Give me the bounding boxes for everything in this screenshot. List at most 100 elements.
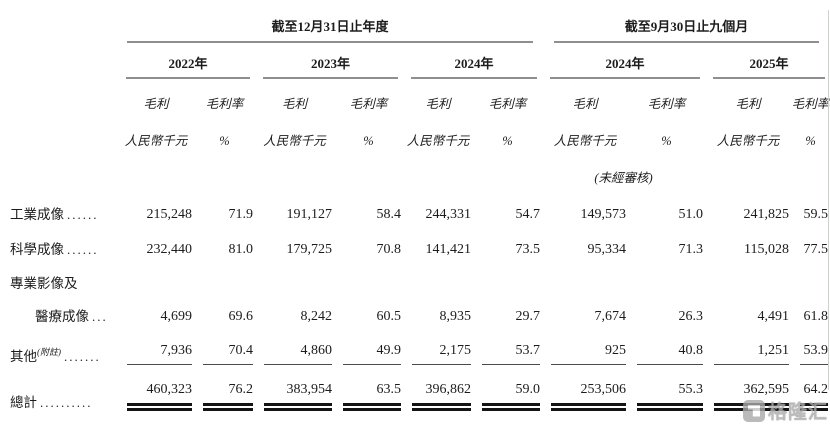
year-header-9m2024: 2024年	[542, 43, 705, 79]
cell-gross-margin: 76.2	[194, 365, 255, 411]
gelonghui-watermark: 格隆汇	[742, 397, 828, 424]
year-header-row: 2022年 2023年 2024年 2024年 2025年	[0, 43, 830, 79]
unit-percent: %	[502, 134, 513, 148]
cell-gross-profit: 179,725	[286, 242, 333, 257]
cell-gross-margin: 61.8	[803, 309, 829, 324]
cell-gross-margin: 81.0	[228, 242, 254, 257]
unit-rmb-thousand: 人民幣千元	[263, 134, 326, 148]
row-label: 醫療成像...	[35, 309, 108, 324]
gross-profit-header: 毛利	[425, 97, 451, 111]
period-group-nine-months: 截至9月30日止九個月	[542, 10, 830, 43]
row-label: 其他(附註).......	[10, 347, 101, 365]
period-group-nine-months-title: 截至9月30日止九個月	[554, 16, 820, 43]
unaudited-note-row: (未經審核)	[0, 152, 830, 189]
cell-gross-margin: 26.3	[678, 309, 704, 324]
cell-gross-margin: 29.7	[515, 309, 541, 324]
cell-gross-margin: 69.6	[228, 309, 254, 324]
dot-leader: ......	[67, 242, 99, 257]
cell-gross-margin: 58.4	[376, 207, 402, 222]
period-group-annual: 截至12月31日止年度	[118, 10, 542, 43]
watermark-text: 格隆汇	[767, 402, 828, 423]
unit-rmb-thousand: 人民幣千元	[553, 134, 617, 148]
gross-margin-header: 毛利率	[647, 97, 686, 111]
row-label: 工業成像......	[10, 207, 99, 222]
spacer-cell	[705, 152, 830, 189]
cell-gross-profit: 149,573	[580, 207, 627, 222]
table-row-scientific-imaging: 科學成像...... 232,440 81.0 179,725 70.8 141…	[0, 223, 830, 258]
cell-gross-margin: 71.9	[228, 207, 254, 222]
gross-margin-header: 毛利率	[349, 97, 388, 111]
cell-gross-margin: 73.5	[515, 242, 541, 257]
cell-gross-profit: 191,127	[286, 207, 333, 222]
spacer-cell	[0, 152, 542, 189]
spacer-cell	[0, 10, 118, 43]
dot-leader: ...	[92, 309, 108, 324]
cell-gross-profit: 244,331	[425, 207, 472, 222]
unit-rmb-thousand: 人民幣千元	[406, 134, 470, 148]
cell-gross-profit: 8,242	[300, 309, 333, 324]
cell-gross-profit: 232,440	[146, 242, 193, 257]
cell-gross-profit: 95,334	[587, 242, 627, 257]
cell-gross-profit: 4,860	[255, 325, 334, 365]
gelonghui-logo-icon	[742, 399, 765, 422]
period-group-header-row: 截至12月31日止年度 截至9月30日止九個月	[0, 10, 830, 43]
cell-gross-margin: 77.5	[803, 242, 829, 257]
cell-gross-profit: 8,935	[439, 309, 472, 324]
table-row-industrial-imaging: 工業成像...... 215,248 71.9 191,127 58.4 244…	[0, 189, 830, 223]
row-label: 科學成像......	[10, 242, 99, 257]
cell-gross-margin: 40.8	[628, 325, 705, 365]
cell-gross-margin: 53.9	[791, 325, 830, 365]
cell-gross-profit: 396,862	[403, 365, 473, 411]
cell-gross-profit: 4,699	[160, 309, 193, 324]
table-row-professional-imaging: 專業影像及	[0, 258, 830, 292]
period-group-annual-title: 截至12月31日止年度	[127, 16, 534, 43]
cell-gross-profit: 383,954	[255, 365, 334, 411]
gross-profit-header: 毛利	[143, 97, 169, 111]
year-header-9m2025: 2025年	[705, 43, 830, 79]
cell-gross-margin: 71.3	[678, 242, 704, 257]
cell-gross-profit: 215,248	[146, 207, 193, 222]
year-header-2022: 2022年	[118, 43, 255, 79]
gross-profit-header: 毛利	[281, 97, 307, 111]
cell-gross-profit: 925	[542, 325, 628, 365]
cell-gross-profit: 2,175	[403, 325, 473, 365]
unit-percent: %	[661, 134, 672, 148]
gross-profit-table: 截至12月31日止年度 截至9月30日止九個月 2022年 2023年 2024…	[0, 10, 830, 411]
table-row-total: 總計.......... 460,323 76.2 383,954 63.5 3…	[0, 365, 830, 411]
table-row-others: 其他(附註)....... 7,936 70.4 4,860 49.9 2,17…	[0, 325, 830, 365]
cell-gross-margin: 55.3	[628, 365, 705, 411]
cell-gross-margin: 51.0	[678, 207, 704, 222]
cell-gross-profit: 253,506	[542, 365, 628, 411]
cell-gross-profit: 460,323	[118, 365, 194, 411]
cell-gross-profit: 7,674	[594, 309, 627, 324]
cell-gross-margin: 63.5	[334, 365, 403, 411]
cell-gross-margin: 59.0	[473, 365, 542, 411]
cell-gross-margin: 70.4	[194, 325, 255, 365]
spacer-cell	[0, 79, 118, 115]
gross-margin-header: 毛利率	[205, 97, 244, 111]
unit-rmb-thousand: 人民幣千元	[124, 134, 188, 148]
cell-gross-profit: 7,936	[118, 325, 194, 365]
cell-gross-profit: 115,028	[744, 242, 790, 257]
dot-leader: ..........	[40, 395, 93, 410]
cell-gross-margin: 59.5	[803, 207, 829, 222]
unit-percent: %	[805, 134, 816, 148]
gross-profit-header: 毛利	[735, 97, 761, 111]
gross-margin-header: 毛利率	[488, 97, 527, 111]
dot-leader: .......	[64, 349, 101, 364]
cell-gross-margin: 54.7	[515, 207, 541, 222]
year-header-2024: 2024年	[403, 43, 542, 79]
gross-profit-header: 毛利	[572, 97, 598, 111]
cell-gross-profit: 141,421	[425, 242, 472, 257]
cell-gross-profit: 4,491	[757, 309, 790, 324]
cell-gross-margin: 60.5	[376, 309, 402, 324]
row-label: 專業影像及	[10, 276, 78, 291]
cell-gross-margin: 64.2	[791, 365, 830, 411]
row-label: 總計..........	[10, 395, 93, 410]
year-header-2023: 2023年	[255, 43, 403, 79]
gross-margin-header: 毛利率	[791, 97, 830, 111]
cell-gross-margin: 49.9	[334, 325, 403, 365]
cell-gross-profit: 1,251	[705, 325, 791, 365]
cell-gross-profit: 241,825	[743, 207, 790, 222]
cell-gross-margin: 53.7	[473, 325, 542, 365]
